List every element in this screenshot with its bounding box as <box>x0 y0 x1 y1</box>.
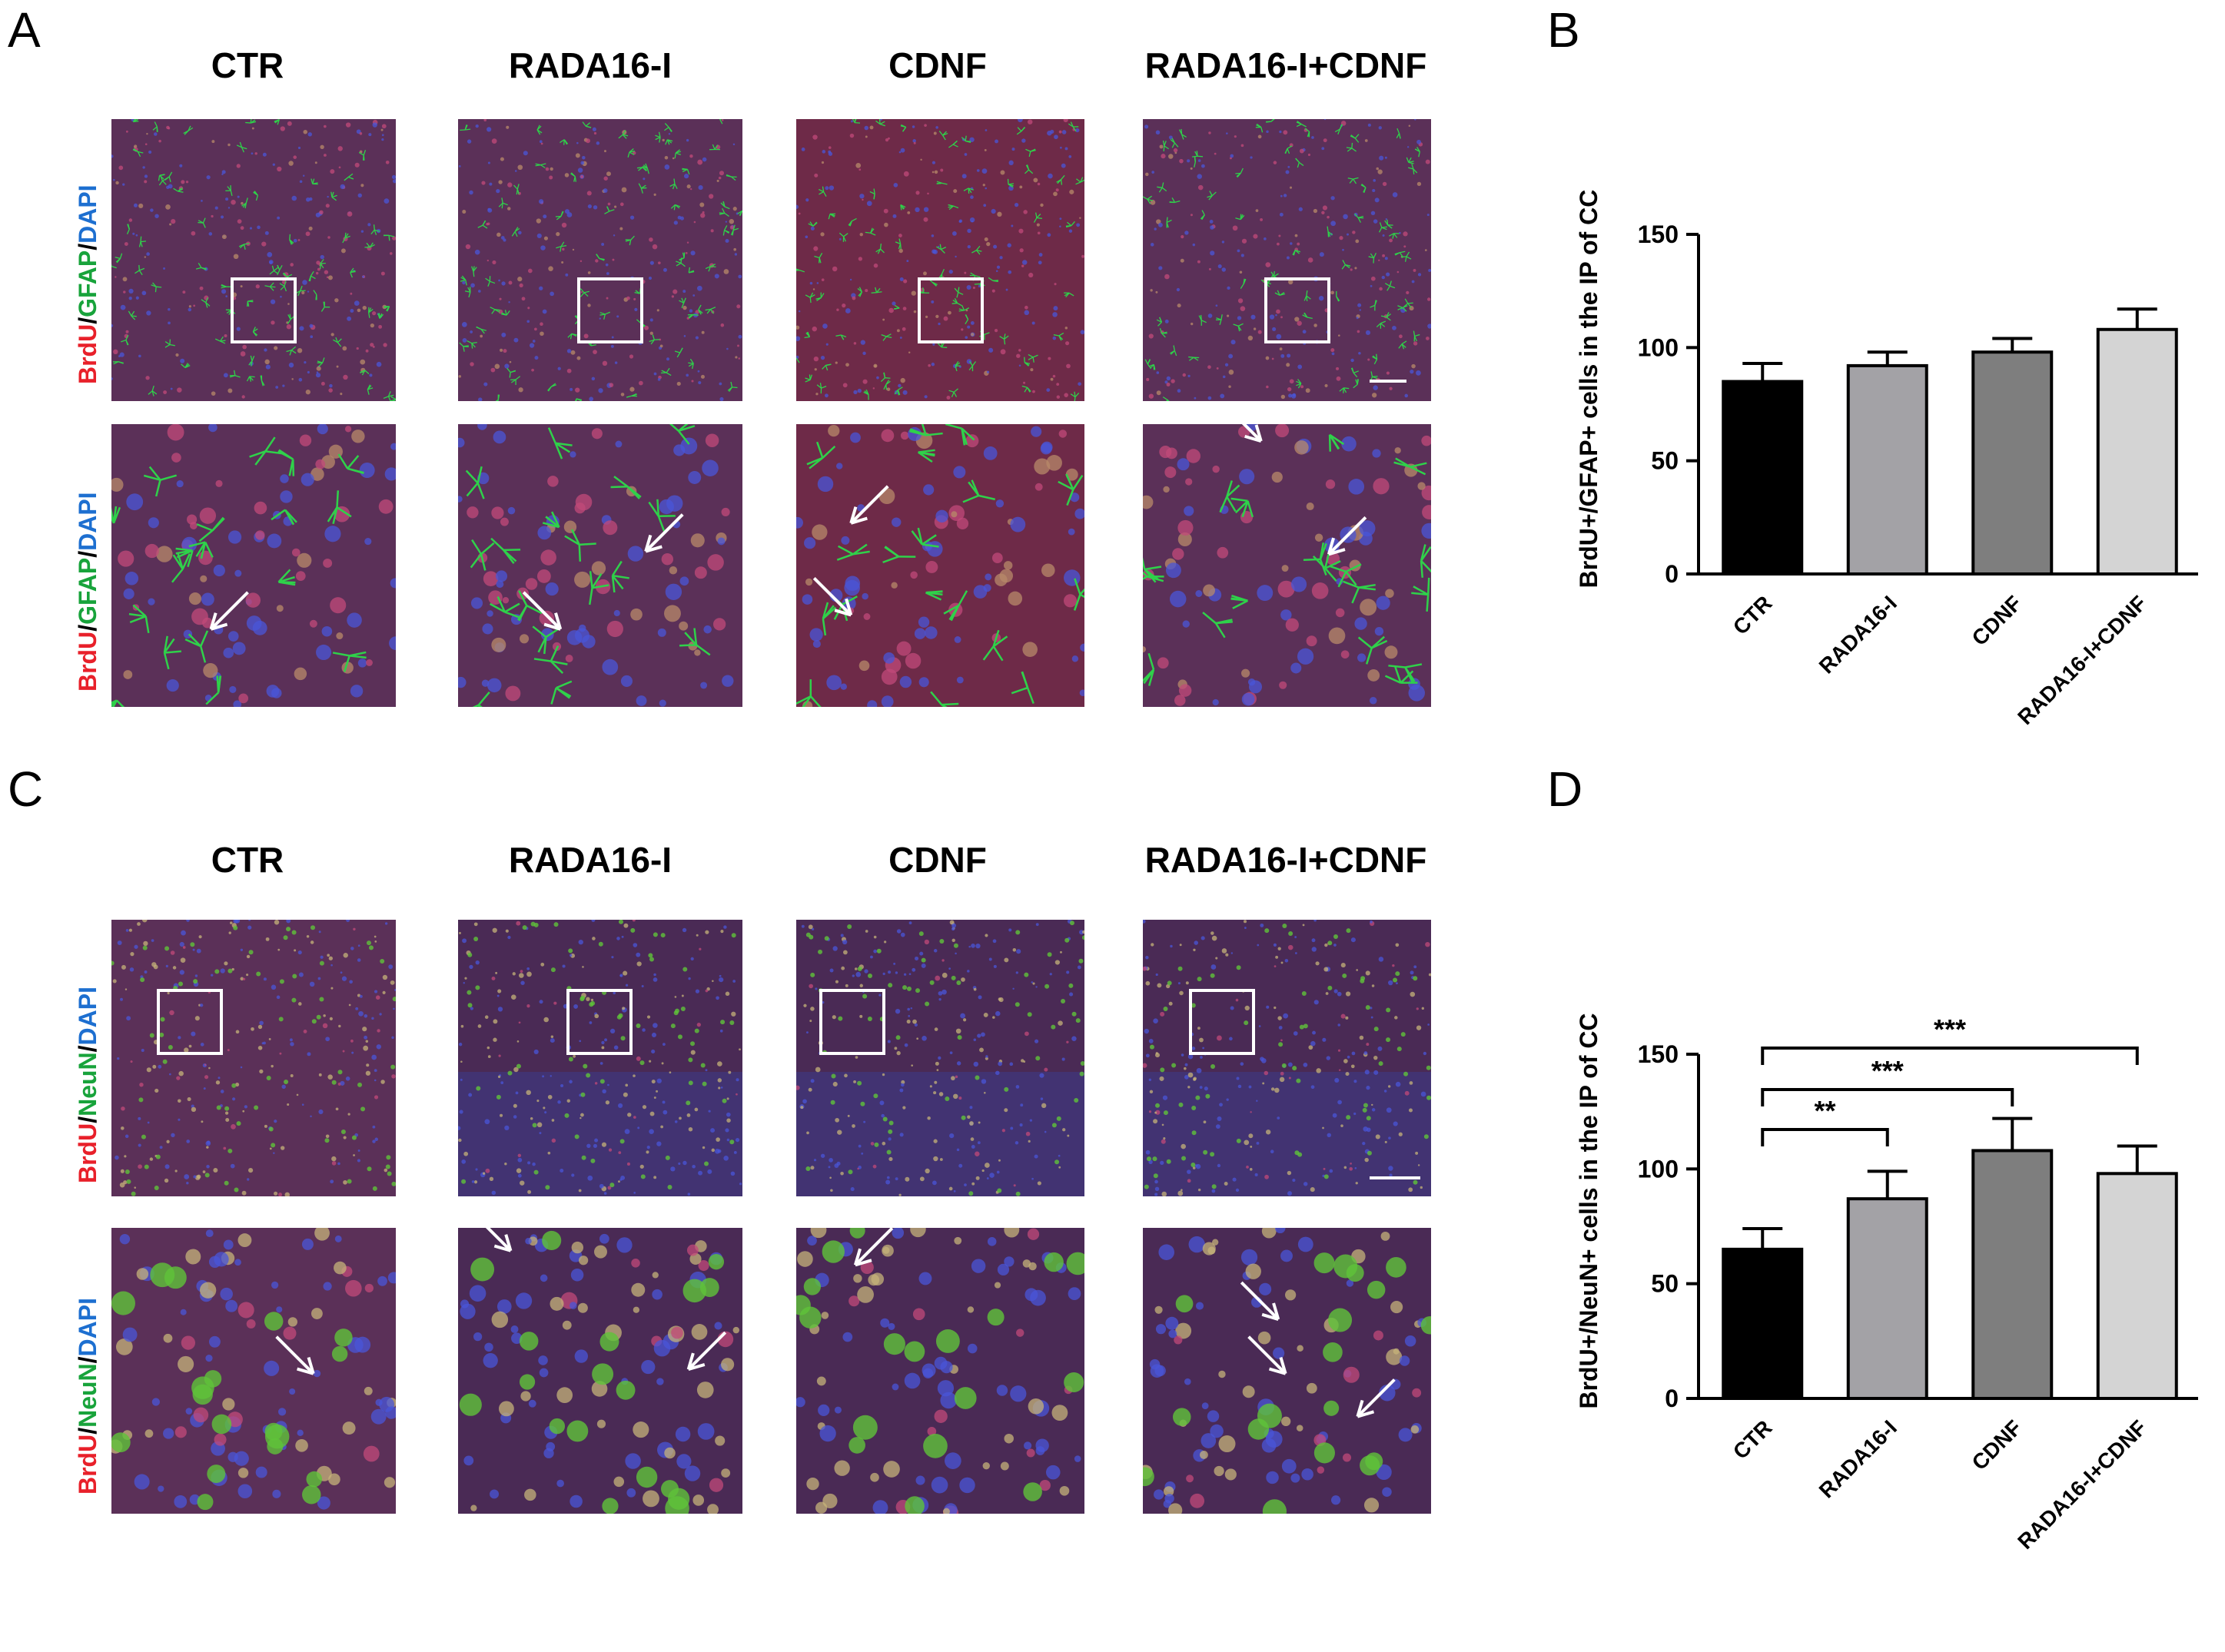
bar-ctr <box>1723 382 1802 574</box>
arrow-icon <box>1329 517 1366 554</box>
arrow-icon <box>211 592 248 629</box>
bar-ctr <box>1723 1249 1802 1398</box>
inset-box <box>157 989 223 1055</box>
significance-label: ** <box>1814 1095 1835 1126</box>
stain-label-a-top: BrdU/GFAP/DAPI <box>74 184 102 384</box>
y-tick-label: 150 <box>1638 1040 1679 1068</box>
y-tick-label: 0 <box>1665 1385 1679 1412</box>
micrograph-neun-overview-rada <box>458 920 742 1196</box>
stain-label-c-bottom: BrdU/NeuN/DAPI <box>74 1298 102 1494</box>
x-tick-label: CDNF <box>1968 1415 2027 1475</box>
x-tick-label: RADA16-I+CDNF <box>2013 591 2151 729</box>
micrograph-gfap-zoom-cdnf <box>796 424 1084 707</box>
x-tick-label: CDNF <box>1968 591 2027 650</box>
panel-letter-b: B <box>1547 2 1580 58</box>
inset-box <box>577 277 643 343</box>
micrograph-gfap-overview-rada <box>458 119 742 401</box>
stain-label-c-top: BrdU/NeuN/DAPI <box>74 987 102 1183</box>
x-tick-label: RADA16-I <box>1815 1415 1901 1502</box>
x-tick-label: CTR <box>1729 1415 1777 1464</box>
micrograph-gfap-zoom-combo <box>1143 424 1431 707</box>
panel-letter-a: A <box>8 2 41 58</box>
micrograph-neun-zoom-ctr <box>111 1228 396 1514</box>
stain-label-a-bottom: BrdU/GFAP/DAPI <box>74 492 102 692</box>
bar-rada <box>1848 366 1927 574</box>
inset-box <box>918 277 984 343</box>
y-tick-label: 0 <box>1665 560 1679 588</box>
col-title-ctr-a: CTR <box>86 45 409 86</box>
bar-chart-neun: BrdU+/NeuN+ cells in the IP of CC 0 50 100 1… <box>1560 922 2225 1652</box>
arrow-icon <box>646 515 682 552</box>
bar-combo <box>2098 1173 2177 1398</box>
arrow-icon <box>814 578 851 615</box>
y-tick-label: 50 <box>1651 447 1679 475</box>
panel-letter-c: C <box>8 761 43 818</box>
significance-bracket <box>1762 1130 1888 1146</box>
significance-bracket <box>1762 1090 2012 1106</box>
col-title-rada-c: RADA16-I <box>429 839 752 881</box>
x-tick-label: RADA16-I <box>1815 591 1901 678</box>
arrow-icon <box>851 486 888 523</box>
arrow-icon <box>1357 1380 1394 1417</box>
y-tick-label: 50 <box>1651 1270 1679 1298</box>
micrograph-gfap-overview-ctr <box>111 119 396 401</box>
inset-box <box>819 989 885 1055</box>
y-axis-label: BrdU+/GFAP+ cells in the IP of CC <box>1575 190 1602 589</box>
inset-box <box>566 989 633 1055</box>
x-tick-label: RADA16-I+CDNF <box>2013 1415 2151 1554</box>
micrograph-gfap-zoom-rada <box>458 424 742 707</box>
col-title-combo-c: RADA16-I+CDNF <box>1124 839 1447 881</box>
micrograph-gfap-overview-cdnf <box>796 119 1084 401</box>
micrograph-neun-zoom-rada <box>458 1228 742 1514</box>
arrow-icon <box>1249 1337 1286 1374</box>
y-tick-label: 100 <box>1638 1155 1679 1183</box>
significance-label: *** <box>1871 1055 1904 1086</box>
col-title-rada-a: RADA16-I <box>429 45 752 86</box>
micrograph-neun-zoom-cdnf <box>796 1228 1084 1514</box>
bar-combo <box>2098 330 2177 574</box>
micrograph-neun-zoom-combo <box>1143 1228 1431 1514</box>
micrograph-neun-overview-cdnf <box>796 920 1084 1196</box>
micrograph-neun-overview-ctr <box>111 920 396 1196</box>
bar-cdnf <box>1973 352 2051 574</box>
scale-bar <box>1370 380 1406 383</box>
significance-label: *** <box>1934 1013 1966 1045</box>
y-tick-label: 100 <box>1638 333 1679 361</box>
y-tick-label: 150 <box>1638 221 1679 248</box>
col-title-cdnf-c: CDNF <box>776 839 1099 881</box>
y-axis-label: BrdU+/NeuN+ cells in the IP of CC <box>1575 1013 1602 1408</box>
micrograph-gfap-overview-combo <box>1143 119 1431 401</box>
bar-cdnf <box>1973 1150 2051 1398</box>
arrow-icon <box>689 1332 726 1369</box>
x-tick-label: CTR <box>1729 591 1777 639</box>
col-title-ctr-c: CTR <box>86 839 409 881</box>
arrow-icon <box>855 1228 892 1265</box>
bar-chart-gfap: BrdU+/GFAP+ cells in the IP of CC 0 50 100 1… <box>1560 115 2225 845</box>
significance-bracket <box>1762 1048 2137 1065</box>
micrograph-neun-overview-combo <box>1143 920 1431 1196</box>
col-title-cdnf-a: CDNF <box>776 45 1099 86</box>
bar-rada <box>1848 1199 1927 1398</box>
scale-bar <box>1370 1176 1420 1179</box>
arrow-icon <box>473 1228 510 1251</box>
arrow-icon <box>277 1337 314 1374</box>
col-title-combo-a: RADA16-I+CDNF <box>1124 45 1447 86</box>
arrow-icon <box>523 592 560 629</box>
inset-box <box>1264 277 1330 343</box>
inset-box <box>231 277 297 343</box>
arrow-icon <box>1241 1282 1278 1319</box>
micrograph-gfap-zoom-ctr <box>111 424 396 707</box>
inset-box <box>1189 989 1255 1055</box>
